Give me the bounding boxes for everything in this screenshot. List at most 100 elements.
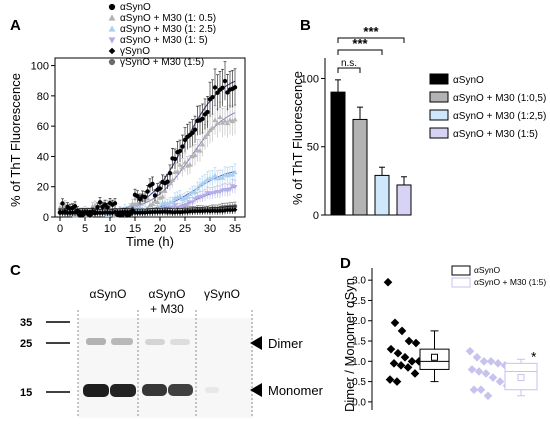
panel-d-data-point <box>410 369 420 378</box>
panel-a-data-point <box>57 210 63 215</box>
panel-a-data-point <box>227 117 233 122</box>
panel-d-legend-label: αSynO + M30 (1:5) <box>474 277 546 287</box>
panel-a-data-point <box>232 85 238 90</box>
panel-d-data-point <box>383 277 393 287</box>
panel-a-data-point <box>190 130 195 135</box>
panel-a-y-tick-label: 80 <box>37 91 49 103</box>
panel-a-legend-label: αSynO + M30 (1: 5) <box>120 35 208 46</box>
panel-a-data-point <box>207 127 213 133</box>
panel-d-data-point <box>393 348 403 358</box>
panel-d-chart: 0.0 0.5 1.0 1.5 2.0 2.5 3.0 * αSynO αSynO + M30… <box>342 265 546 412</box>
panel-d-legend-swatch <box>451 277 471 288</box>
panel-d-data-point <box>488 373 498 382</box>
panel-a-data-point <box>172 203 178 208</box>
panel-a-legend-label: γSynO + M30 (1:5) <box>120 57 204 68</box>
panel-d-data-point <box>407 357 417 366</box>
panel-a-data-point <box>217 114 223 120</box>
panel-d-y-tick-label: 3.0 <box>352 276 366 287</box>
panel-a-y-label: % of ThT Fluorescence <box>8 73 23 207</box>
panel-d-data-point <box>467 365 477 374</box>
panel-a-data-point <box>227 187 233 193</box>
panel-label-d: D <box>340 255 351 272</box>
panel-b-significance-bracket <box>337 67 361 73</box>
panel-a-data-point <box>142 194 148 200</box>
panel-b-chart: 0 50 100 n.s. ****** αSynO αSynO + M30 (1:0,… <box>290 24 546 222</box>
panel-a-data-point <box>177 193 183 198</box>
panel-a-data-point <box>197 182 203 188</box>
panel-a-data-point <box>149 201 156 206</box>
panel-a-legend-label: αSynO <box>120 2 151 13</box>
panel-b-bar <box>396 184 412 216</box>
panel-b-legend-swatch <box>429 127 449 139</box>
panel-d-data-point <box>397 326 407 336</box>
panel-a-legend-marker <box>108 58 116 66</box>
panel-a-data-point <box>212 172 218 178</box>
panel-a-data-point <box>92 211 98 216</box>
panel-a-data-point <box>192 127 198 132</box>
panel-d-data-point <box>486 357 496 366</box>
blot-monomer-label: Monomer <box>268 383 324 398</box>
panel-label-a: A <box>10 17 21 34</box>
panel-a-data-point <box>202 178 208 184</box>
blot-lane-label-asyn-m30-line1: αSynO <box>149 287 186 301</box>
panel-a-data-point <box>72 203 78 209</box>
panel-d-legend: αSynO αSynO + M30 (1:5) <box>451 265 546 288</box>
panel-d-box <box>419 348 450 370</box>
panel-a-data-point <box>194 195 201 201</box>
panel-a-data-point <box>222 172 228 177</box>
panel-a-y-tick-label: 100 <box>31 61 49 73</box>
panel-a-data-point <box>202 193 208 199</box>
panel-a-data-point <box>220 85 225 91</box>
panel-c-western-blot: αSynO αSynO + M30 γSynO 35 25 15 Dimer M… <box>20 287 324 418</box>
panel-a-data-point <box>179 204 186 210</box>
panel-a-data-point <box>214 120 221 126</box>
panel-d-legend-swatch <box>451 265 471 276</box>
panel-a-data-point <box>219 188 226 194</box>
panel-d-significance-label: * <box>531 348 537 364</box>
panel-a-legend-label: αSynO + M30 (1: 0.5) <box>120 13 216 24</box>
panel-d-data-point <box>481 369 491 378</box>
panel-a-x-label: Time (h) <box>126 234 174 249</box>
panel-a-data-point <box>205 109 210 115</box>
panel-b-y-label: % of ThT Fluorescence <box>290 71 305 205</box>
panel-d-data-point <box>474 367 484 376</box>
panel-d-data-point <box>479 357 489 366</box>
panel-a-data-point <box>224 188 231 194</box>
panel-a-legend-marker <box>108 14 116 21</box>
panel-b-legend-label: αSynO + M30 (1:5) <box>453 129 538 140</box>
panel-a-y-tick-label: 20 <box>37 182 49 194</box>
panel-a-data-point <box>232 169 238 175</box>
panel-d-data-point <box>495 377 505 386</box>
panel-a-data-point <box>192 152 198 157</box>
blot-band-monomer <box>142 384 167 396</box>
panel-a-data-point <box>187 162 193 167</box>
panel-d-data-point <box>465 346 475 356</box>
panel-a-x-tick-label: 20 <box>154 223 166 235</box>
panel-a-data-point <box>179 164 186 170</box>
panel-b-legend-label: αSynO + M30 (1:0,5) <box>453 93 546 104</box>
panel-a-data-point <box>229 171 236 177</box>
panel-a-data-point <box>167 170 173 176</box>
panel-d-y-label: Dimer / Monomer αSyn <box>342 278 357 412</box>
panel-d-boxes: * <box>419 330 538 397</box>
panel-d-mean-marker <box>517 374 525 382</box>
panel-a-data-point <box>219 175 226 180</box>
panel-a-data-point <box>169 177 176 182</box>
panel-a-data-point <box>232 116 238 122</box>
panel-a-data-point <box>75 208 80 213</box>
panel-a-data-point <box>209 125 216 130</box>
panel-d-y-tick-label: 1.0 <box>352 357 366 368</box>
panel-d-legend-label: αSynO <box>474 265 501 275</box>
panel-b-bar <box>330 91 346 216</box>
panel-a-legend-label: γSynO <box>120 46 150 57</box>
panel-a-data-point <box>174 168 181 174</box>
panel-a-data-point <box>112 201 118 206</box>
panel-a-data-point <box>127 212 133 217</box>
panel-a-data-point <box>159 193 166 199</box>
panel-a-data-point <box>62 209 68 214</box>
panel-a-data-point <box>95 204 100 210</box>
blot-membrane <box>78 318 253 418</box>
panel-a-data-point <box>165 179 170 184</box>
panel-a-data-point <box>129 200 136 206</box>
